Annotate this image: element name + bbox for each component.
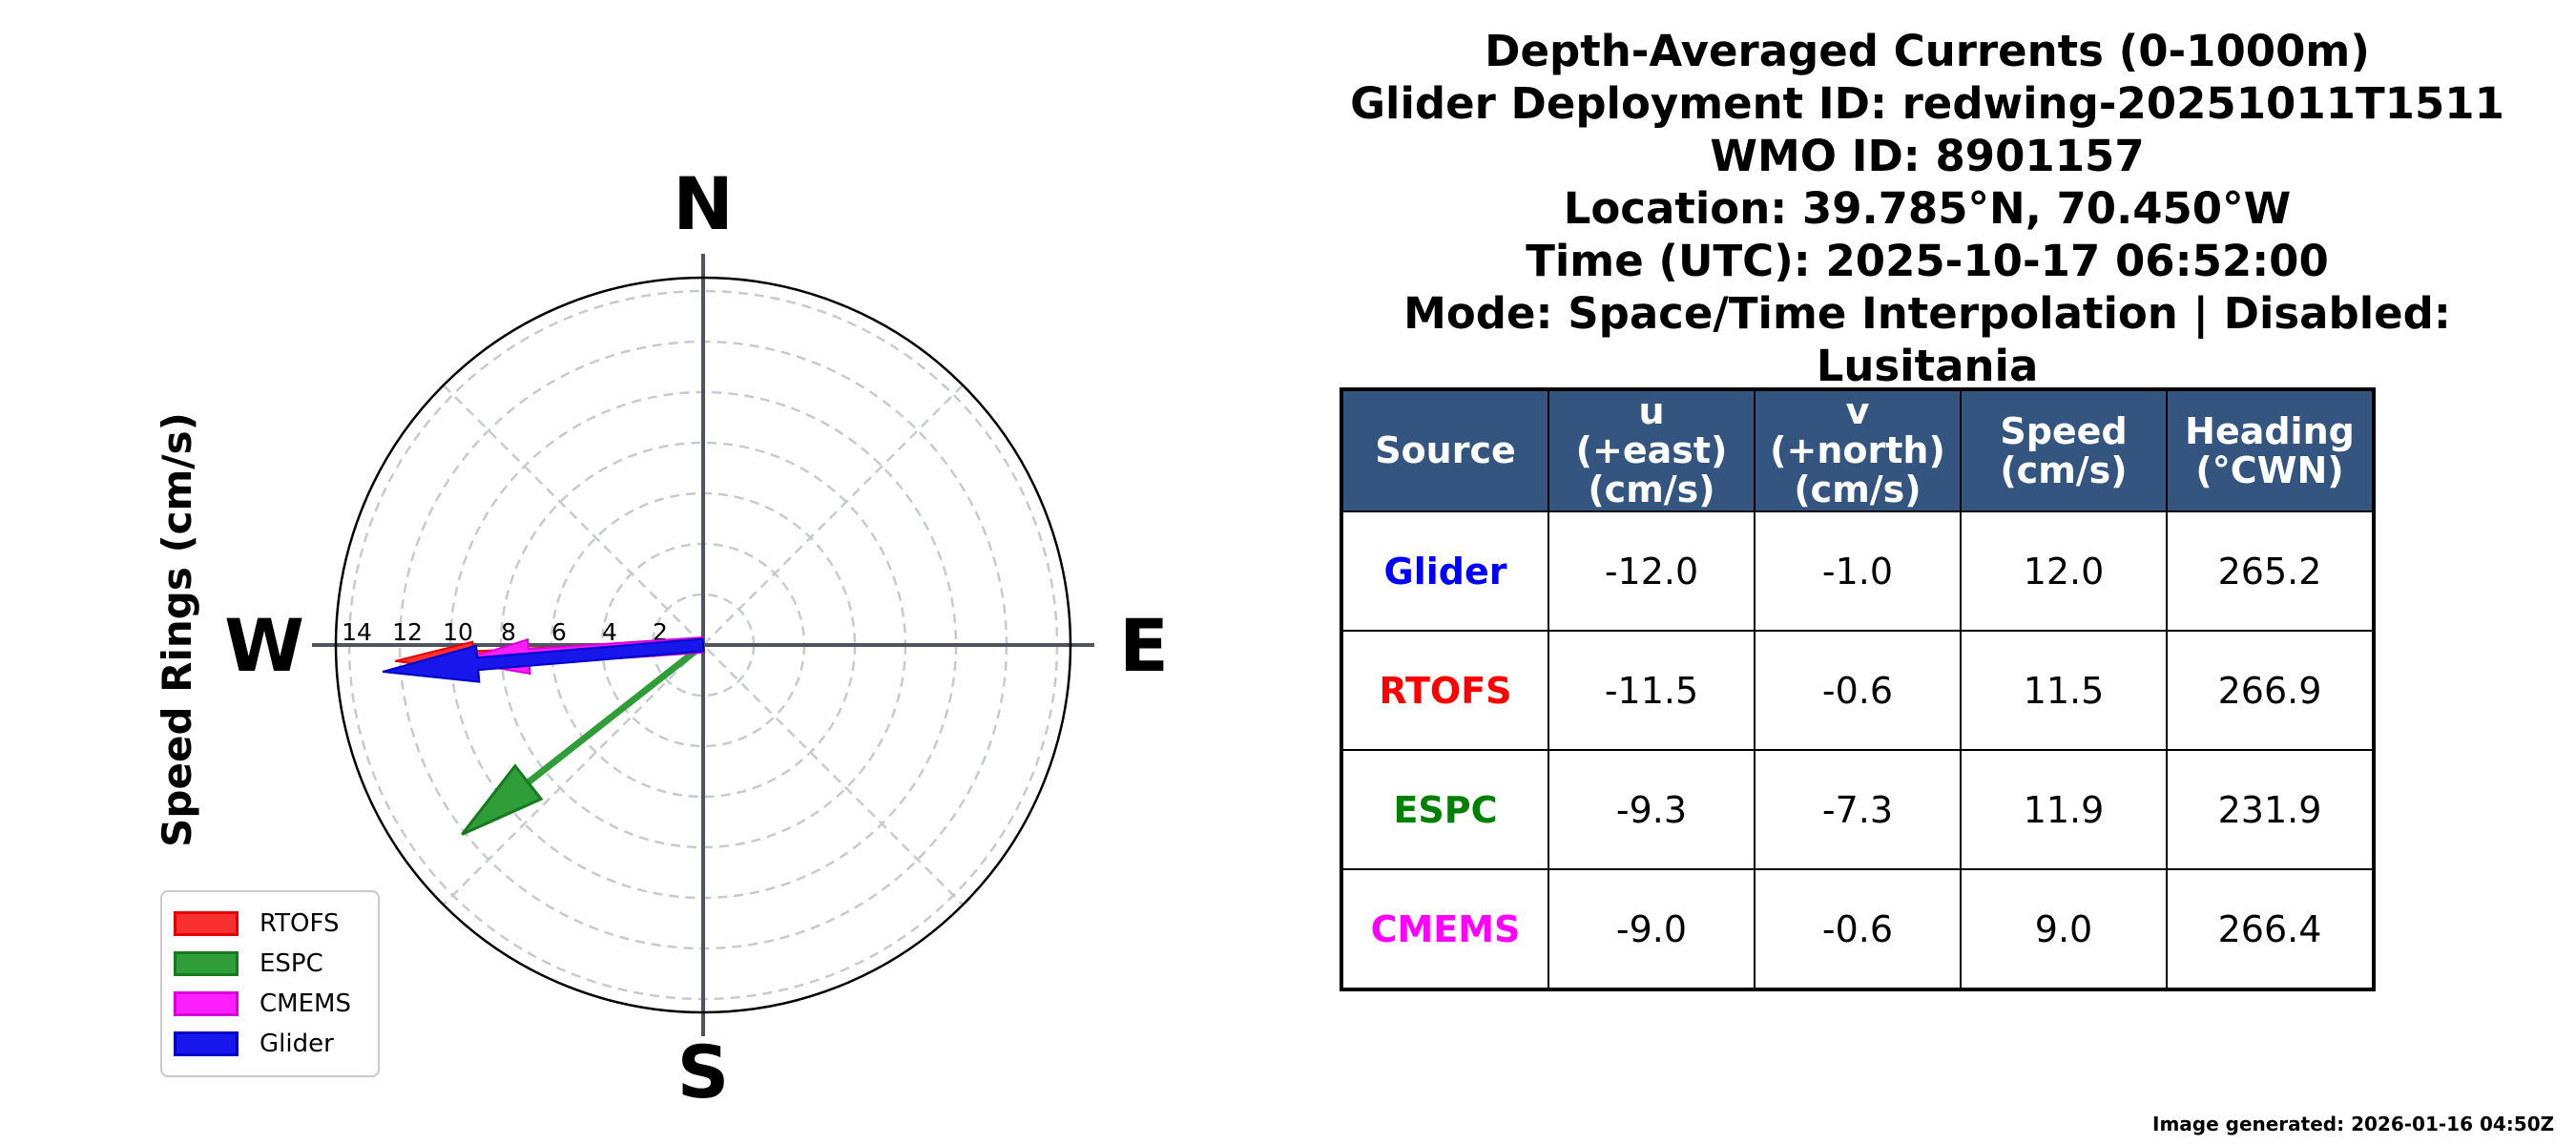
ring-label-14: 14 <box>342 618 372 646</box>
legend-item-cmems: CMEMS <box>174 989 378 1018</box>
ring-label-6: 6 <box>551 618 567 646</box>
data-table: Source u (+east) (cm/s) v (+north) (cm/s) S… <box>1340 387 2376 991</box>
title-line-1: Depth-Averaged Currents (0-1000m) <box>1485 26 2370 76</box>
title-line-3: WMO ID: 8901157 <box>1710 131 2145 181</box>
ring-labels: 14 12 10 8 6 4 2 <box>342 618 668 646</box>
title-line-6: Mode: Space/Time Interpolation | Disable… <box>1403 288 2451 391</box>
v-cell-glider: -1.0 <box>1754 510 1962 632</box>
v-cell-cmems: -0.6 <box>1754 868 1962 990</box>
legend-item-espc: ESPC <box>174 949 378 978</box>
vector-head-espc <box>461 763 544 836</box>
table-row-espc: ESPC -9.3 -7.3 11.9 231.9 <box>1340 749 2375 870</box>
west-label: W <box>224 603 304 688</box>
legend-label-espc: ESPC <box>260 949 323 978</box>
column-header-1: u (+east) (cm/s) <box>1548 388 1755 512</box>
legend-label-cmems: CMEMS <box>260 989 351 1018</box>
legend: RTOFS ESPC CMEMS Glider <box>160 890 380 1077</box>
heading-cell-espc: 231.9 <box>2166 749 2375 870</box>
title-line-5: Time (UTC): 2025-10-17 06:52:00 <box>1526 236 2329 286</box>
table-row-glider: Glider -12.0 -1.0 12.0 265.2 <box>1340 510 2375 632</box>
u-cell-glider: -12.0 <box>1548 510 1755 632</box>
legend-item-rtofs: RTOFS <box>174 909 378 938</box>
heading-cell-glider: 265.2 <box>2166 510 2375 632</box>
table-row-cmems: CMEMS -9.0 -0.6 9.0 266.4 <box>1340 868 2375 990</box>
ring-label-12: 12 <box>392 618 423 646</box>
source-cell-rtofs: RTOFS <box>1340 630 1549 751</box>
current-vectors <box>382 635 706 836</box>
east-label: E <box>1119 603 1169 688</box>
u-cell-espc: -9.3 <box>1548 749 1755 870</box>
compass-plot: 14 12 10 8 6 4 2 N S W E Speed Rings (cm/s) <box>154 161 1169 1114</box>
table-row-rtofs: RTOFS -11.5 -0.6 11.5 266.9 <box>1340 630 2375 751</box>
table-header-row: Source u (+east) (cm/s) v (+north) (cm/s) S… <box>1340 388 2375 512</box>
u-cell-rtofs: -11.5 <box>1548 630 1755 751</box>
compass-outline <box>334 276 1072 1014</box>
legend-label-glider: Glider <box>260 1030 334 1058</box>
legend-label-rtofs: RTOFS <box>260 909 340 938</box>
vector-glider <box>382 637 705 683</box>
legend-swatch-glider <box>174 1031 239 1056</box>
legend-swatch-espc <box>174 951 239 976</box>
radial-axis-label: Speed Rings (cm/s) <box>154 412 200 847</box>
compass-spokes <box>443 385 964 906</box>
source-cell-cmems: CMEMS <box>1340 868 1549 990</box>
speed-cell-cmems: 9.0 <box>1960 868 2168 990</box>
column-header-2: v (+north) (cm/s) <box>1754 388 1962 512</box>
north-label: N <box>673 161 734 246</box>
legend-item-glider: Glider <box>174 1030 378 1058</box>
ring-label-10: 10 <box>443 618 473 646</box>
speed-cell-glider: 12.0 <box>1960 510 2168 632</box>
legend-swatch-rtofs <box>174 911 239 936</box>
title-block: Depth-Averaged Currents (0-1000m) Glider … <box>1307 25 2547 392</box>
ring-label-4: 4 <box>602 618 617 646</box>
source-cell-espc: ESPC <box>1340 749 1549 870</box>
column-header-3: Speed (cm/s) <box>1960 388 2168 512</box>
u-cell-cmems: -9.0 <box>1548 868 1755 990</box>
heading-cell-rtofs: 266.9 <box>2166 630 2375 751</box>
title-line-2: Glider Deployment ID: redwing-20251011T1… <box>1350 78 2504 129</box>
speed-cell-espc: 11.9 <box>1960 749 2168 870</box>
source-cell-glider: Glider <box>1340 510 1549 632</box>
title-line-4: Location: 39.785°N, 70.450°W <box>1563 183 2292 234</box>
column-header-4: Heading (°CWN) <box>2166 388 2375 512</box>
v-cell-espc: -7.3 <box>1754 749 1962 870</box>
heading-cell-cmems: 266.4 <box>2166 868 2375 990</box>
ring-label-8: 8 <box>501 618 516 646</box>
vector-shaft-espc <box>518 642 706 791</box>
speed-cell-rtofs: 11.5 <box>1960 630 2168 751</box>
column-header-0: Source <box>1340 388 1549 512</box>
legend-swatch-cmems <box>174 991 239 1016</box>
v-cell-rtofs: -0.6 <box>1754 630 1962 751</box>
south-label: S <box>677 1030 730 1114</box>
generated-timestamp: Image generated: 2026-01-16 04:50Z <box>2152 1113 2555 1135</box>
